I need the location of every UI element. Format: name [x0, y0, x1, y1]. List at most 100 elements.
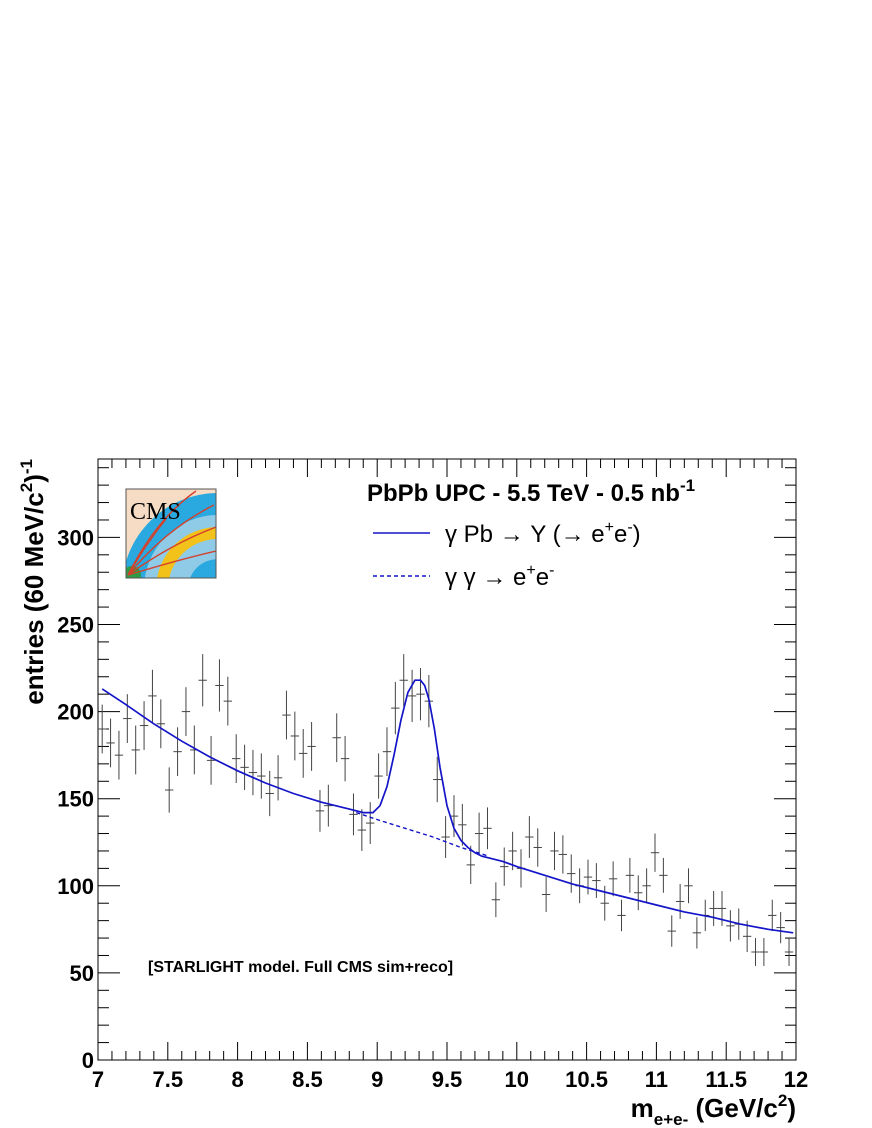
x-tick-label: 10: [505, 1067, 529, 1092]
y-tick-label: 0: [82, 1048, 94, 1073]
data-point: [282, 690, 291, 740]
data-point: [692, 917, 702, 949]
chart-title: PbPb UPC - 5.5 TeV - 0.5 nb-1: [367, 476, 695, 507]
cms-logo-text: CMS: [130, 499, 181, 525]
y-tick-label: 250: [57, 612, 94, 637]
x-tick-label: 11: [645, 1067, 668, 1092]
x-axis-tick-labels: 7 7.5 8 8.5 9 9.5 10 10.5 11 11.5 12: [92, 1067, 808, 1092]
data-point: [198, 654, 207, 707]
data-point: [248, 749, 258, 796]
data-point: [776, 911, 785, 944]
data-point: [659, 857, 668, 893]
data-point: [357, 809, 367, 851]
data-point: [500, 847, 509, 886]
data-point: [131, 725, 140, 775]
x-tick-label: 8.5: [292, 1067, 323, 1092]
x-tick-label: 11.5: [705, 1067, 747, 1092]
data-point: [332, 713, 341, 763]
data-point: [726, 910, 735, 942]
data-point: [374, 753, 383, 799]
data-point: [407, 669, 417, 723]
data-point: [751, 938, 760, 966]
data-point: [399, 654, 408, 707]
data-point: [441, 816, 450, 858]
data-point: [567, 854, 576, 893]
series-line-gammagamma: [356, 811, 490, 857]
data-point: [349, 793, 358, 836]
data-point: [98, 704, 107, 754]
data-points-layer: [98, 654, 794, 966]
data-point: [106, 718, 115, 768]
data-point: [181, 687, 191, 736]
y-tick-label: 300: [57, 525, 94, 550]
x-tick-label: 10.5: [565, 1067, 608, 1092]
data-point: [173, 727, 182, 777]
y-tick-label: 50: [70, 961, 94, 986]
data-point: [592, 863, 601, 898]
data-point: [416, 668, 425, 721]
data-point: [508, 831, 517, 871]
data-point: [240, 744, 249, 790]
x-tick-label: 8: [231, 1067, 243, 1092]
y-tick-label: 100: [57, 874, 94, 899]
data-point: [215, 659, 224, 712]
data-point: [257, 753, 266, 799]
data-point: [625, 857, 635, 893]
data-point: [709, 891, 718, 926]
y-axis-title: entries (60 MeV/c2)-1: [17, 459, 49, 705]
data-point: [550, 831, 559, 871]
x-tick-label: 12: [784, 1067, 808, 1092]
cms-logo: CMS: [125, 488, 217, 579]
legend: γ Pb → Υ (→ e+e-) γ γ → e+e-: [373, 519, 641, 591]
data-point: [642, 868, 651, 904]
data-point: [784, 938, 794, 966]
data-point: [466, 845, 475, 885]
data-point: [474, 812, 484, 855]
y-axis-tick-labels: 0 50 100 150 200 250 300: [57, 525, 94, 1073]
data-point: [391, 681, 400, 735]
data-point: [768, 899, 777, 932]
data-point: [340, 735, 350, 782]
data-point: [525, 816, 534, 858]
y-tick-label: 150: [57, 787, 94, 812]
data-point: [608, 861, 618, 897]
data-point: [232, 734, 241, 784]
data-point: [491, 882, 501, 918]
data-point: [458, 803, 467, 846]
data-point: [558, 835, 568, 874]
fit-curves-layer: [101, 679, 794, 934]
data-point: [148, 669, 157, 723]
x-axis-title: me+e- (GeV/c2): [631, 1091, 796, 1128]
data-point: [382, 727, 392, 777]
data-point: [541, 877, 551, 912]
data-point: [299, 729, 308, 778]
x-tick-label: 7.5: [153, 1067, 184, 1092]
x-axis-ticks: [97, 459, 797, 1060]
x-tick-label: 9.5: [432, 1067, 463, 1092]
data-point: [223, 676, 233, 726]
data-point: [483, 807, 492, 850]
annotation-note: [STARLIGHT model. Full CMS sim+reco]: [148, 959, 453, 976]
data-point: [324, 784, 333, 827]
data-point: [533, 828, 542, 867]
series-line-upsilon: [101, 679, 794, 934]
data-point: [675, 884, 685, 919]
data-point: [156, 699, 166, 749]
data-point: [449, 795, 459, 838]
x-tick-label: 7: [92, 1067, 104, 1092]
data-point: [366, 802, 375, 844]
y-tick-label: 200: [57, 700, 94, 725]
data-point: [165, 767, 174, 813]
data-point: [114, 730, 124, 780]
data-point: [433, 756, 442, 803]
legend-label-upsilon: γ Pb → Υ (→ e+e-): [445, 519, 641, 548]
data-point: [273, 755, 283, 801]
x-tick-label: 9: [371, 1067, 383, 1092]
data-point: [315, 789, 325, 832]
data-point: [684, 868, 693, 904]
data-point: [634, 875, 643, 911]
data-point: [650, 833, 660, 872]
data-point: [667, 915, 676, 947]
y-axis-ticks: [98, 467, 796, 1061]
